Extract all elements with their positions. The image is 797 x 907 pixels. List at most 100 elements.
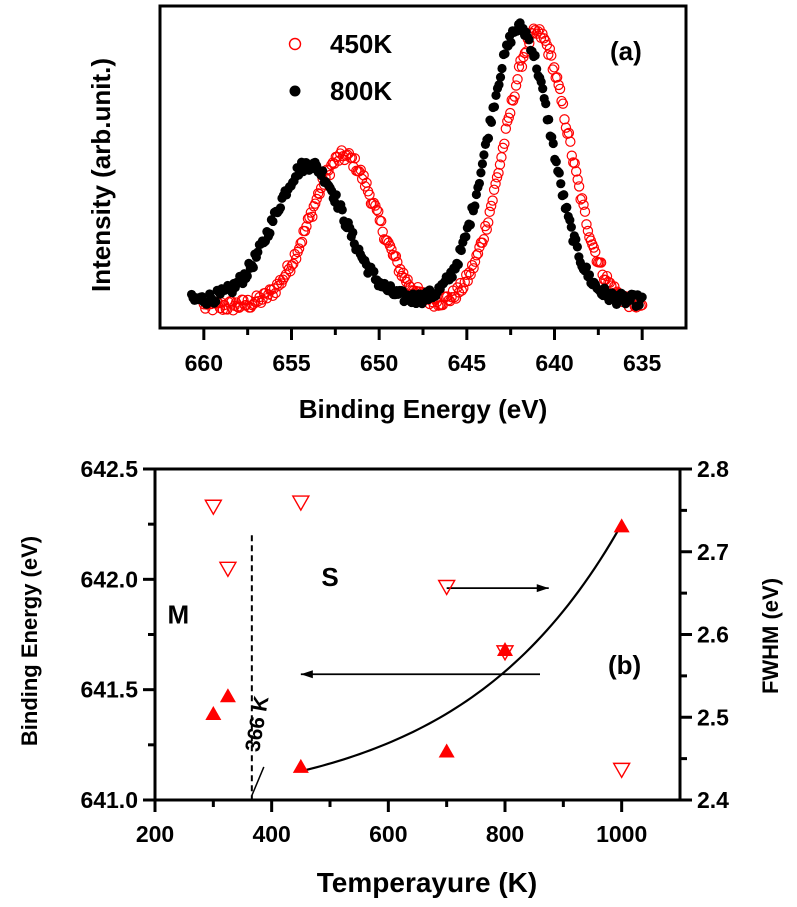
data-point-450k: [370, 200, 381, 211]
data-point-800k: [581, 262, 592, 272]
axis-arrows: [300, 584, 549, 679]
data-point-450k: [499, 138, 510, 150]
data-point-800k: [242, 271, 252, 281]
data-point-800k: [554, 168, 564, 178]
panel-b-right-y-tick-label: 2.5: [697, 704, 729, 730]
data-point-450k: [572, 174, 583, 185]
data-point-450k: [381, 235, 393, 246]
panel-b-right-y-axis-label: FWHM (eV): [758, 578, 783, 694]
data-point-450k: [537, 28, 548, 39]
panel-b-left-y-tick-label: 642.5: [80, 456, 138, 482]
data-point-450k: [277, 274, 289, 285]
data-point-450k: [581, 219, 592, 230]
data-point-450k: [509, 91, 520, 102]
data-point-800k: [559, 190, 569, 200]
data-point-450k: [305, 207, 317, 218]
data-point-450k: [450, 293, 462, 304]
panel-a-x-tick-label: 640: [535, 350, 573, 376]
legend: 450K 800K: [288, 29, 392, 106]
data-point-450k: [540, 35, 551, 47]
data-point-800k: [489, 102, 500, 112]
panel-b-x-tick-label: 400: [252, 821, 290, 847]
data-point-450k: [299, 225, 311, 237]
data-point-450k: [307, 211, 318, 223]
data-point-800k: [497, 63, 507, 74]
data-point-450k: [472, 248, 484, 259]
data-point-800k: [571, 234, 581, 245]
data-point-800k: [461, 232, 471, 242]
data-point-800k: [495, 72, 506, 82]
panel-b-right-y-tick-label: 2.8: [697, 456, 729, 482]
data-point-800k: [566, 222, 576, 232]
panel-b-left-y-tick-label: 641.0: [80, 787, 138, 813]
panel-b-right-y-tick-label: 2.4: [697, 787, 729, 813]
fwhm-point: [218, 561, 238, 578]
data-point-450k: [494, 159, 506, 170]
legend-label-800k: 800K: [330, 76, 392, 106]
data-point-450k: [296, 236, 308, 248]
data-point-800k: [456, 245, 466, 256]
panel-a-data-points: [186, 18, 648, 316]
data-point-450k: [538, 33, 550, 44]
data-point-450k: [590, 246, 601, 258]
data-point-450k: [512, 74, 523, 85]
data-point-450k: [551, 72, 563, 83]
panel-b-left-y-tick-label: 641.5: [80, 677, 138, 703]
data-point-450k: [368, 197, 380, 209]
fwhm-point: [204, 499, 223, 516]
data-point-450k: [455, 277, 466, 289]
panel-a-x-tick-label: 655: [272, 350, 311, 376]
data-point-450k: [573, 181, 585, 192]
data-point-800k: [275, 203, 286, 213]
panel-a: 660 655 650 645 640 635 (a) 450K 800K Binding…: [86, 4, 688, 424]
data-point-800k: [524, 35, 534, 45]
binding-energy-point: [205, 705, 222, 720]
data-point-450k: [285, 266, 296, 277]
data-point-450k: [560, 122, 572, 133]
data-point-450k: [597, 269, 608, 280]
binding-energy-point: [292, 758, 309, 773]
data-point-800k: [486, 117, 497, 127]
data-point-450k: [358, 170, 369, 181]
data-point-450k: [503, 112, 514, 123]
legend-label-450k: 450K: [330, 29, 392, 59]
data-point-450k: [485, 200, 497, 212]
panel-b-label: (b): [608, 650, 641, 680]
data-point-450k: [487, 195, 498, 206]
panel-b-x-tick-label: 600: [369, 821, 407, 847]
arrow-right-head: [536, 584, 549, 593]
data-point-450k: [481, 224, 492, 235]
data-point-450k: [515, 55, 526, 66]
data-point-450k: [484, 206, 495, 218]
panel-b-x-tick-label: 1000: [596, 821, 647, 847]
panel-b-x-tick-label: 800: [486, 821, 524, 847]
panel-a-label: (a): [610, 36, 642, 66]
data-point-800k: [562, 202, 572, 212]
data-point-450k: [569, 158, 580, 169]
data-point-800k: [506, 37, 516, 48]
data-point-450k: [505, 107, 516, 119]
data-point-450k: [601, 270, 613, 282]
data-point-800k: [447, 272, 457, 282]
data-point-800k: [637, 292, 647, 302]
data-point-450k: [483, 217, 494, 228]
data-point-450k: [257, 294, 268, 305]
data-point-450k: [478, 234, 490, 245]
panel-a-y-axis-label: Intensity (arb.unit.): [86, 58, 116, 292]
panel-b-data-points: [204, 495, 631, 779]
panel-b-right-y-tick-label: 2.7: [697, 539, 729, 565]
data-point-800k: [348, 227, 358, 238]
data-point-800k: [565, 215, 575, 225]
fwhm-point: [495, 645, 515, 662]
fwhm-point: [437, 579, 456, 596]
fit-curve: [300, 523, 623, 773]
data-point-800k: [453, 260, 463, 270]
data-point-450k: [267, 290, 278, 302]
data-point-800k: [474, 178, 485, 189]
data-point-450k: [559, 114, 570, 125]
data-point-800k: [477, 159, 488, 169]
region-label-m: M: [167, 599, 189, 629]
panel-a-x-axis-label: Binding Energy (eV): [299, 394, 547, 424]
panel-b-plot-frame: [153, 467, 682, 802]
data-point-800k: [248, 262, 258, 273]
